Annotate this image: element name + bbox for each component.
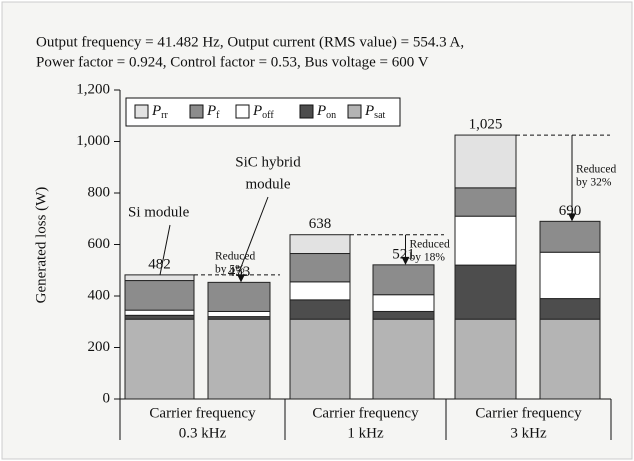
- group-label: Carrier frequency: [475, 405, 582, 421]
- group-label: 0.3 kHz: [179, 425, 227, 441]
- legend-swatch: [189, 104, 204, 119]
- pointer: [159, 224, 171, 276]
- reduction-label: by 32%: [576, 177, 612, 189]
- bar-segment: [454, 264, 517, 320]
- y-tick-label: 0: [103, 390, 111, 406]
- group-label: 1 kHz: [347, 425, 384, 441]
- bar-segment: [372, 310, 435, 320]
- bar-segment: [289, 234, 351, 255]
- reduction-label: Reduced: [576, 164, 616, 176]
- total-label: 690: [559, 203, 582, 219]
- bar-segment: [289, 318, 351, 400]
- bar-segment: [207, 318, 271, 400]
- reduction-label: by 18%: [410, 251, 446, 263]
- bar-segment: [124, 318, 195, 400]
- total-label: 521: [392, 246, 415, 262]
- y-tick-label: 200: [88, 339, 111, 355]
- legend-swatch: [299, 104, 314, 119]
- bar-segment: [539, 220, 601, 253]
- y-tick-label: 800: [88, 184, 111, 200]
- bar-segment: [372, 318, 435, 400]
- reduction-label: Reduced: [410, 238, 450, 250]
- bar-segment: [454, 187, 517, 217]
- total-label: 1,025: [469, 117, 503, 133]
- y-tick-label: 1,000: [76, 133, 110, 149]
- legend-swatch: [347, 104, 362, 119]
- module-label: SiC hybrid: [235, 154, 301, 170]
- legend: Prr Pf Poff Pon Psat: [125, 97, 401, 127]
- group-label: 3 kHz: [510, 425, 547, 441]
- legend-label: Pf: [206, 103, 220, 121]
- reduction-label: Reduced: [215, 251, 255, 263]
- bar-segment: [539, 318, 601, 400]
- arrow-head: [237, 274, 245, 283]
- bar-segment: [124, 309, 195, 316]
- arrow-head: [401, 256, 410, 265]
- bar-segment: [207, 281, 271, 312]
- pointer: [237, 196, 269, 276]
- bar-segment: [124, 274, 195, 282]
- bar-segment: [124, 314, 195, 320]
- bar-segment: [207, 310, 271, 318]
- legend-label: Prr: [151, 103, 169, 121]
- bar-segment: [454, 215, 517, 266]
- total-label: 638: [309, 216, 332, 232]
- y-tick-label: 1,200: [76, 81, 110, 97]
- legend-label: Psat: [364, 103, 386, 121]
- module-label: module: [246, 176, 291, 192]
- title-line: Power factor = 0.924, Control factor = 0…: [36, 54, 429, 70]
- bar-segment: [539, 251, 601, 300]
- bar-segment: [289, 253, 351, 283]
- bar-segment: [289, 281, 351, 301]
- module-label: Si module: [128, 204, 190, 220]
- title-line: Output frequency = 41.482 Hz, Output cur…: [36, 34, 464, 50]
- arrow-head: [568, 213, 576, 222]
- bar-segment: [372, 294, 435, 312]
- bar-segment: [454, 318, 517, 400]
- legend-label: Poff: [252, 103, 274, 121]
- legend-swatch: [134, 104, 149, 119]
- legend-label: Pon: [316, 103, 336, 121]
- y-tick-label: 600: [88, 236, 111, 252]
- group-label: Carrier frequency: [312, 405, 419, 421]
- y-tick-label: 400: [88, 287, 111, 303]
- total-label: 482: [148, 256, 171, 272]
- y-axis-label: Generated loss (W): [33, 187, 49, 304]
- reduction-label: by 5%: [215, 264, 245, 276]
- bar-segment: [289, 299, 351, 320]
- group-label: Carrier frequency: [149, 405, 256, 421]
- bar-segment: [124, 280, 195, 311]
- bar-segment: [372, 264, 435, 296]
- legend-swatch: [235, 104, 250, 119]
- bar-segment: [539, 298, 601, 320]
- bar-segment: [454, 134, 517, 189]
